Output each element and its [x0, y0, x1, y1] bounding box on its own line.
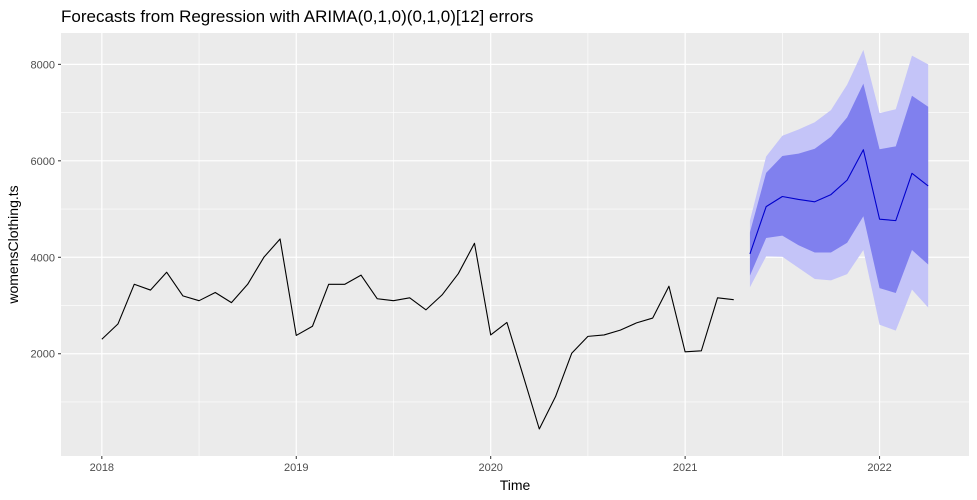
x-axis: 2018 2019 2020 2021 2022 [90, 456, 892, 474]
y-axis: 2000 4000 6000 8000 [31, 59, 61, 361]
x-tick-label: 2019 [284, 462, 308, 474]
x-tick-label: 2021 [673, 462, 697, 474]
prediction-intervals [749, 49, 929, 331]
x-axis-title: Time [500, 477, 531, 493]
x-tick-label: 2020 [478, 462, 502, 474]
major-gridlines [61, 33, 969, 456]
series-lines [101, 149, 929, 430]
y-tick-label: 4000 [31, 252, 55, 264]
x-tick-label: 2018 [90, 462, 114, 474]
x-tick-label: 2022 [867, 462, 891, 474]
chart-title: Forecasts from Regression with ARIMA(0,1… [61, 7, 534, 26]
y-tick-label: 2000 [31, 349, 55, 361]
y-tick-label: 6000 [31, 156, 55, 168]
y-tick-label: 8000 [31, 59, 55, 71]
pi80-band [749, 83, 929, 293]
observed-line [101, 238, 734, 430]
y-axis-title: womensClothing.ts [5, 185, 21, 304]
forecast-line [749, 149, 929, 255]
